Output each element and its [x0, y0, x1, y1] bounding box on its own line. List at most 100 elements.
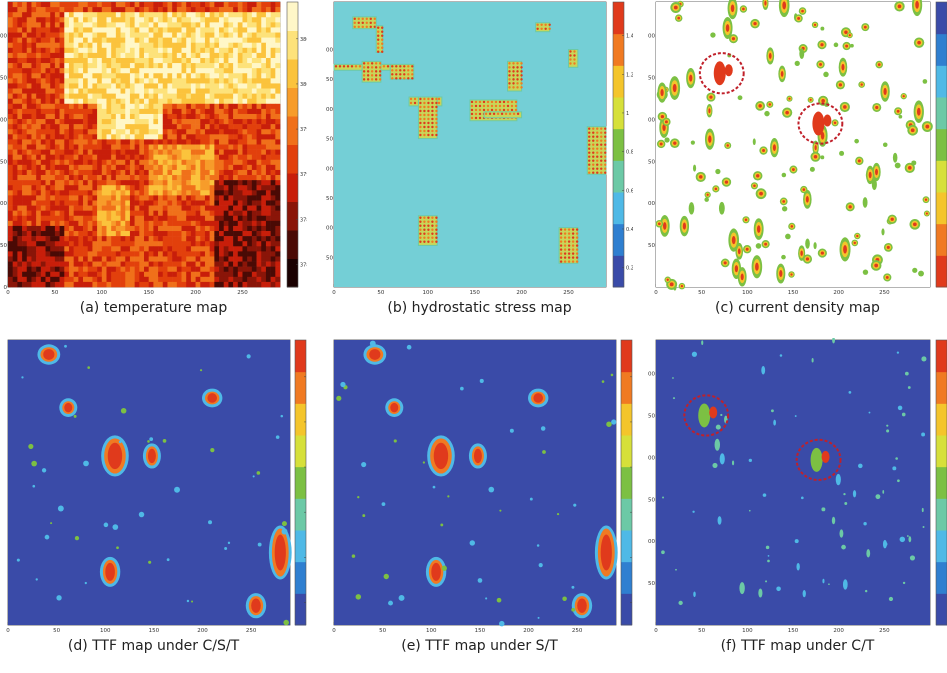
temperature-cell [129, 185, 135, 191]
temperature-cell [120, 175, 126, 181]
temperature-cell [153, 154, 159, 161]
temperature-cell [40, 134, 46, 140]
temperature-cell [26, 73, 32, 79]
temperature-cell [153, 22, 159, 28]
temperature-cell [144, 42, 149, 49]
stress-dot [488, 112, 492, 116]
temperature-cell [228, 68, 234, 74]
temperature-cell [106, 57, 112, 64]
temperature-cell [139, 159, 145, 166]
temperature-cell [134, 134, 140, 140]
temperature-cell [251, 129, 257, 135]
temperature-cell [214, 190, 220, 196]
stress-dot [600, 171, 603, 174]
temperature-cell [228, 78, 234, 84]
temperature-cell [181, 113, 187, 120]
temperature-cell [129, 83, 135, 89]
temperature-cell [97, 27, 103, 33]
temperature-cell [186, 149, 192, 155]
temperature-cell [242, 52, 248, 59]
stress-dot [377, 30, 380, 33]
temperature-cell [92, 271, 98, 278]
temperature-cell [101, 180, 107, 186]
temperature-cell [256, 154, 262, 161]
temperature-cell [78, 190, 84, 196]
temperature-cell [45, 210, 51, 217]
temperature-cell [40, 205, 46, 211]
temperature-cell [101, 159, 107, 166]
temperature-cell [17, 190, 23, 196]
temperature-cell [78, 241, 84, 247]
temperature-cell [251, 108, 257, 115]
temperature-cell [22, 134, 28, 140]
temperature-cell [172, 190, 178, 196]
ttf-ct-spot [886, 424, 889, 427]
temperature-cell [111, 37, 117, 44]
temperature-cell [87, 205, 93, 211]
temperature-cell [129, 215, 135, 222]
stress-dot [374, 66, 378, 69]
temperature-cell [181, 88, 187, 94]
stress-dot [592, 151, 595, 154]
stress-dot [435, 125, 438, 129]
temperature-cell [167, 276, 173, 283]
temperature-cell [275, 108, 281, 115]
temperature-cell [181, 256, 187, 262]
temperature-cell [247, 78, 253, 84]
temperature-cell [115, 241, 121, 247]
stress-colorbar-segment [613, 2, 624, 35]
temperature-cell [144, 149, 149, 155]
temperature-cell [214, 175, 220, 181]
temperature-cell [68, 215, 74, 222]
ttf-st-colorbar-frame [620, 339, 633, 626]
temperature-cell [219, 149, 225, 155]
temperature-cell [275, 210, 281, 217]
temperature-cell [200, 47, 206, 54]
ttf-ct-spot [672, 397, 676, 400]
temperature-cell [129, 12, 135, 18]
temperature-cell [158, 139, 164, 145]
temperature-cell [97, 231, 103, 237]
current-spot-peak [813, 155, 818, 159]
temperature-cell [270, 164, 276, 171]
temperature-cell [139, 37, 145, 44]
stress-dot [431, 236, 434, 239]
temperature-cell [26, 276, 32, 283]
temperature-cell [204, 98, 210, 105]
temperature-cell [200, 73, 206, 79]
temperature-cell [97, 47, 103, 54]
current-spot-peak [753, 21, 757, 26]
temperature-cell [50, 180, 56, 186]
temperature-cell [12, 271, 18, 278]
temperature-cell [120, 27, 126, 33]
temperature-cell [97, 57, 103, 64]
temperature-cell [106, 215, 112, 222]
temperature-cell [223, 261, 229, 267]
temperature-cell [153, 113, 159, 120]
ttf-ct-spot [892, 466, 897, 471]
current-spot-peak [742, 7, 745, 11]
temperature-cell [22, 200, 28, 206]
temperature-cell [195, 124, 201, 130]
temperature-cell [87, 164, 93, 171]
temperature-cell [186, 215, 192, 222]
temperature-cell [64, 37, 70, 44]
temperature-cell [219, 215, 225, 222]
temperature-cell [209, 281, 215, 288]
temperature-cell [261, 47, 267, 54]
temperature-cell [134, 42, 140, 49]
temperature-cell [237, 103, 243, 110]
current-x-tick-label: 200 [833, 290, 844, 296]
current-hotspot-blob [724, 64, 733, 77]
temperature-cell [68, 134, 74, 140]
temperature-cell [36, 27, 42, 33]
ttf-st-spot [562, 596, 567, 602]
temperature-cell [83, 134, 89, 140]
current-x-tick-label: 100 [742, 290, 753, 296]
temperature-cell [270, 215, 276, 222]
ttf-ct-spot [866, 549, 871, 558]
temperature-cell [68, 42, 74, 49]
temperature-cell [158, 37, 164, 44]
temperature-cell [64, 78, 70, 84]
temperature-cell [242, 12, 248, 18]
